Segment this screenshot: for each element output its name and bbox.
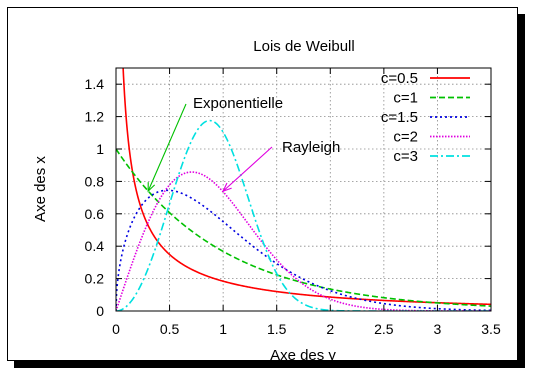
legend: c=0.5 c=1 c=1.5 c=2 c=3 [381,70,470,165]
series-lines [116,68,491,311]
y-tick-label: 0 [96,303,104,319]
legend-label: c=3 [393,148,418,165]
y-tick-label: 1.2 [85,109,105,125]
series-line-c=1.5 [116,189,491,311]
x-tick-label: 2.5 [374,321,394,337]
y-tick-label: 0.8 [85,173,105,189]
series-line-c=1 [116,148,491,307]
legend-label: c=2 [393,129,418,146]
y-tick-label: 0.2 [85,271,105,287]
series-line-c=2 [116,171,491,311]
x-tick-label: 1.5 [267,321,287,337]
annotations: Exponentielle Rayleigh [147,95,340,193]
plot-area-border [115,67,492,312]
annotation-label: Exponentielle [193,95,283,112]
x-tick-label: 3.5 [481,321,501,337]
annotation-arrowhead [222,182,232,193]
x-tick-label: 3 [434,321,442,337]
legend-label: c=1 [393,90,418,107]
y-tick-label: 0.6 [85,206,105,222]
x-tick-label: 0 [112,321,120,337]
annotation-arrow [147,103,187,192]
y-tick-label: 1 [96,141,104,157]
legend-label: c=0.5 [381,70,418,87]
y-tick-label: 1.4 [85,76,105,92]
x-tick-label: 2 [326,321,334,337]
y-tick-label: 0.4 [85,238,105,254]
annotation-arrow [222,146,273,192]
annotation-label: Rayleigh [282,139,340,156]
legend-label: c=1.5 [381,109,418,126]
chart-title: Lois de Weibull [253,38,354,55]
x-tick-label: 0.5 [160,321,180,337]
annotation-arrowhead [147,182,156,193]
x-tick-label: 1 [219,321,227,337]
grid [116,68,491,311]
axis-ticks: 0 0.5 1 1.5 2 2.5 3 3.5 0 0.2 0.4 0.6 0.8 1 1.2 1.4 [85,68,501,337]
y-axis-label: Axe des x [32,156,49,222]
x-axis-label: Axe des y [270,347,336,364]
